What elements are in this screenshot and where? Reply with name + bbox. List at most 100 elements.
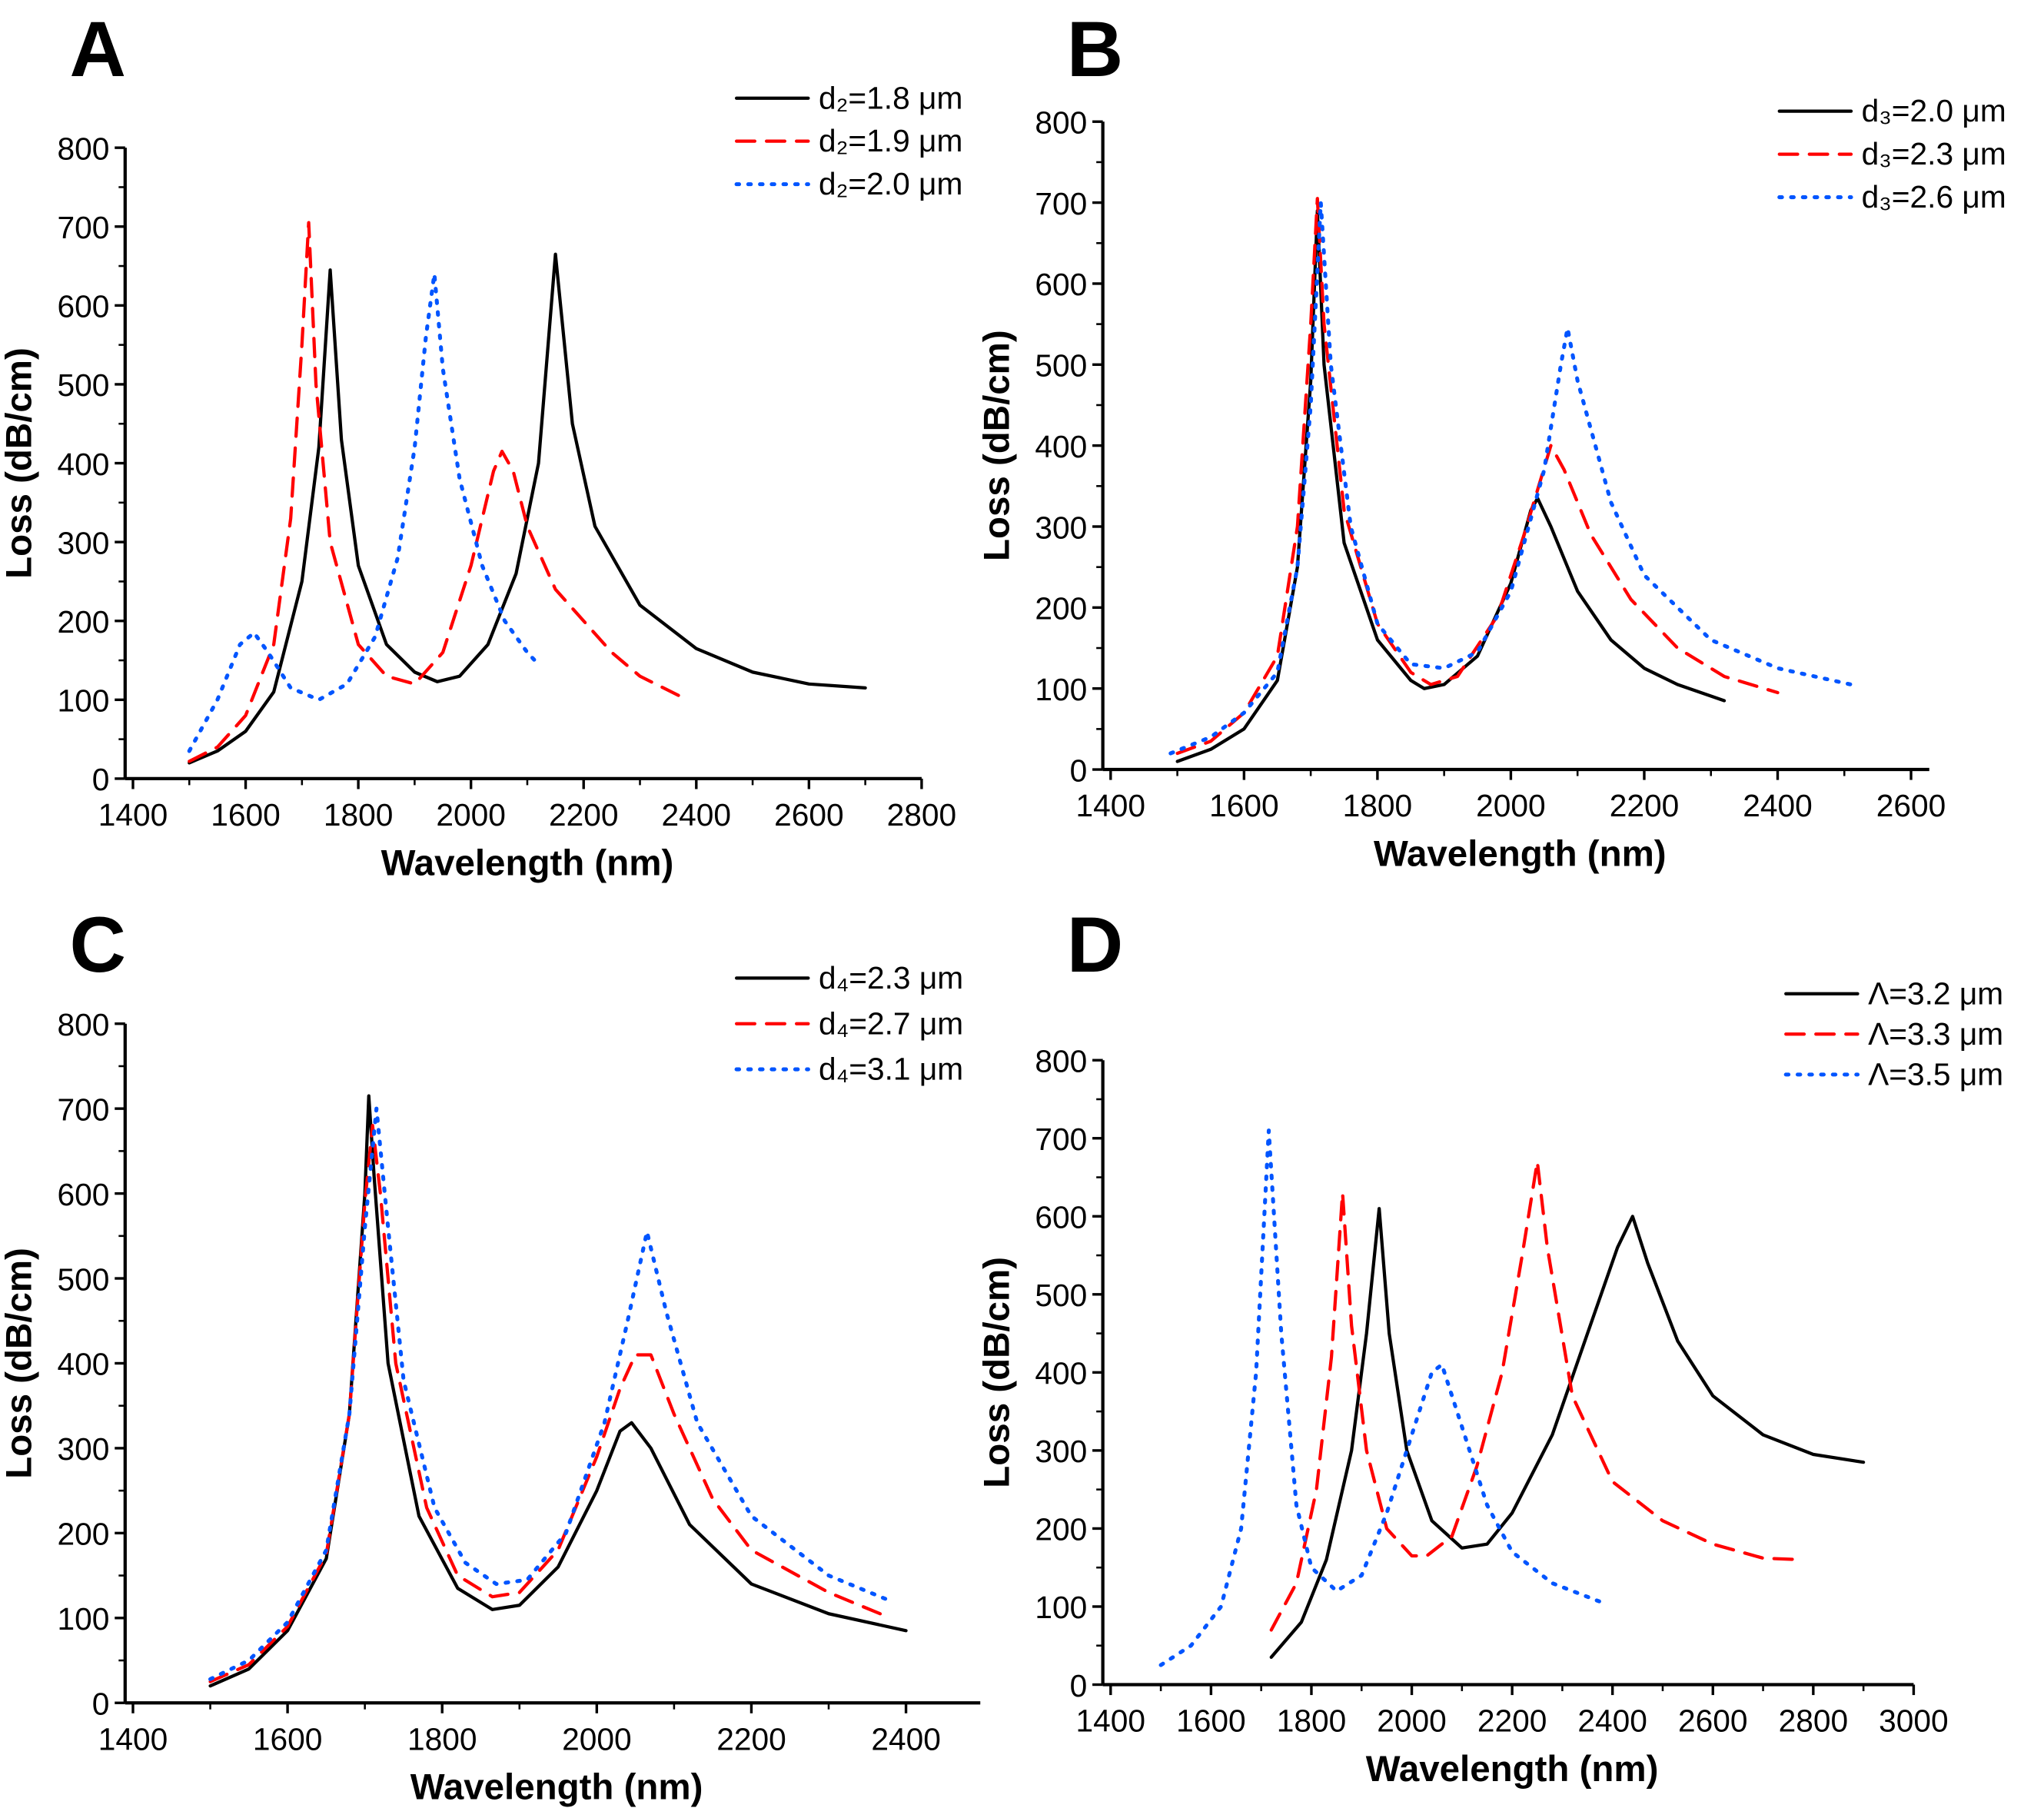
x-tick-label: 1800 [407,1721,477,1757]
y-tick-label: 500 [58,367,110,403]
y-tick-label: 100 [1035,1590,1087,1625]
y-tick-label: 300 [1035,510,1087,545]
legend-label: d₂=1.9 μm [819,123,962,158]
x-tick-label: 1800 [1277,1703,1347,1739]
y-tick-label: 200 [1035,591,1087,626]
series-line-2 [188,221,681,763]
x-tick-label: 2200 [716,1721,786,1757]
x-tick-label: 2800 [887,797,957,833]
legend-label: d₃=2.0 μm [1862,93,2006,128]
legend-label: Λ=3.3 μm [1868,1016,2003,1052]
y-tick-label: 100 [58,1601,110,1637]
y-tick-label: 400 [58,447,110,482]
y-tick-label: 0 [1070,1668,1088,1703]
y-tick-label: 0 [1070,753,1088,788]
series-line-1 [188,252,867,765]
x-tick-label: 2800 [1779,1703,1849,1739]
x-tick-label: 2400 [1743,788,1813,823]
y-tick-label: 500 [1035,1278,1087,1313]
y-axis-title: Loss (dB/cm) [0,1248,40,1479]
x-tick-label: 1600 [1209,788,1279,823]
y-tick-label: 500 [58,1261,110,1297]
series-line-1 [1175,208,1727,763]
x-tick-label: 2600 [1678,1703,1748,1739]
series-line-3 [187,271,541,753]
y-tick-label: 300 [1035,1434,1087,1469]
legend-label: d₃=2.6 μm [1862,179,2006,214]
x-tick-label: 2400 [871,1721,941,1757]
x-tick-label: 2000 [436,797,506,833]
series-line-3 [1168,201,1853,756]
x-axis-title: Wavelength (nm) [381,843,674,883]
x-tick-label: 1400 [98,1721,168,1757]
x-tick-label: 2400 [1577,1703,1647,1739]
y-tick-label: 600 [58,289,110,324]
y-tick-label: 800 [1035,1043,1087,1079]
y-tick-label: 700 [58,210,110,245]
x-tick-label: 2600 [774,797,844,833]
x-tick-label: 2200 [1610,788,1680,823]
panel-letter: D [1067,901,1123,989]
y-tick-label: 0 [92,762,110,797]
y-tick-label: 800 [58,131,110,166]
y-tick-label: 0 [92,1686,110,1721]
legend-label: d₃=2.3 μm [1862,136,2006,171]
y-tick-label: 100 [58,683,110,719]
x-tick-label: 1600 [1176,1703,1246,1739]
x-tick-label: 2600 [1876,788,1946,823]
legend-label: d₄=2.3 μm [819,960,963,995]
series-line-3 [208,1106,892,1681]
y-axis-title: Loss (dB/cm) [0,347,40,579]
y-tick-label: 300 [58,1431,110,1467]
panel-C: C 1400 1600 1800 2000 2200 2400 0 100 200 300 400 50… [0,901,981,1808]
y-tick-label: 800 [1035,105,1087,141]
series-line-3 [1158,1128,1605,1667]
y-tick-label: 600 [1035,1200,1087,1235]
y-tick-label: 400 [58,1347,110,1382]
y-tick-label: 400 [1035,1356,1087,1391]
panel-letter: C [69,901,125,989]
y-tick-label: 800 [58,1007,110,1042]
legend-label: d₂=2.0 μm [819,166,962,201]
y-tick-label: 700 [58,1092,110,1127]
y-axis-title: Loss (dB/cm) [977,1257,1018,1488]
y-tick-label: 500 [1035,348,1087,384]
x-tick-label: 1400 [1076,1703,1146,1739]
x-tick-label: 3000 [1879,1703,1949,1739]
x-tick-label: 2400 [662,797,732,833]
y-tick-label: 200 [58,1517,110,1552]
legend-label: Λ=3.5 μm [1868,1056,2003,1092]
panel-letter: B [1067,5,1123,93]
x-tick-label: 2200 [549,797,619,833]
panel-A: A 1400 1600 1800 2000 2200 2400 2600 2800 0 100 200… [0,5,962,884]
y-tick-label: 700 [1035,186,1087,221]
x-tick-label: 1600 [211,797,281,833]
y-tick-label: 400 [1035,429,1087,464]
x-axis-title: Wavelength (nm) [1366,1749,1659,1790]
y-tick-label: 600 [1035,267,1087,302]
x-tick-label: 1600 [253,1721,323,1757]
y-tick-label: 200 [58,604,110,640]
x-tick-label: 2000 [1377,1703,1447,1739]
y-tick-label: 700 [1035,1122,1087,1157]
y-tick-label: 300 [58,525,110,560]
x-tick-label: 2000 [562,1721,632,1757]
x-tick-label: 1400 [1076,788,1146,823]
legend-label: d₂=1.8 μm [819,80,962,115]
legend-label: Λ=3.2 μm [1868,975,2003,1011]
y-axis-title: Loss (dB/cm) [977,330,1018,561]
legend-label: d₄=3.1 μm [819,1052,963,1087]
series-line-2 [1269,1160,1805,1632]
panel-D: D 1400 1600 1800 2000 2200 2400 2600 2800 3000 0 10… [977,901,2004,1790]
panel-letter: A [69,5,125,93]
x-tick-label: 1800 [324,797,394,833]
x-tick-label: 1800 [1343,788,1413,823]
x-tick-label: 1400 [98,797,168,833]
y-tick-label: 200 [1035,1512,1087,1547]
series-line-2 [1175,197,1780,756]
y-tick-label: 600 [58,1177,110,1212]
x-axis-title: Wavelength (nm) [410,1767,703,1808]
x-axis-title: Wavelength (nm) [1374,834,1667,875]
y-tick-label: 100 [1035,672,1087,707]
